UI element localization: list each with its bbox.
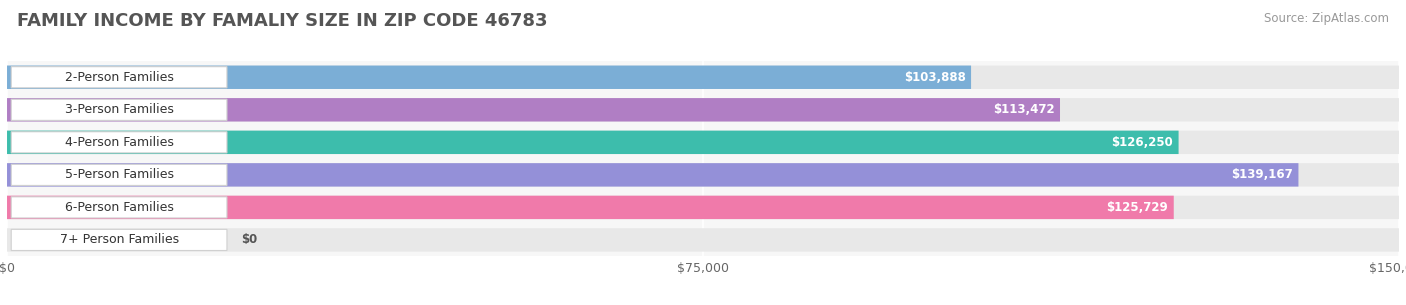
Text: 7+ Person Families: 7+ Person Families bbox=[59, 233, 179, 246]
FancyBboxPatch shape bbox=[7, 196, 1174, 219]
FancyBboxPatch shape bbox=[7, 228, 1399, 252]
Text: 5-Person Families: 5-Person Families bbox=[65, 168, 173, 181]
Text: 3-Person Families: 3-Person Families bbox=[65, 103, 173, 116]
Text: 6-Person Families: 6-Person Families bbox=[65, 201, 173, 214]
FancyBboxPatch shape bbox=[7, 131, 1178, 154]
FancyBboxPatch shape bbox=[7, 66, 972, 89]
FancyBboxPatch shape bbox=[7, 66, 1399, 89]
FancyBboxPatch shape bbox=[11, 197, 226, 218]
FancyBboxPatch shape bbox=[7, 131, 1399, 154]
Text: $126,250: $126,250 bbox=[1111, 136, 1173, 149]
Text: 2-Person Families: 2-Person Families bbox=[65, 71, 173, 84]
Text: $139,167: $139,167 bbox=[1232, 168, 1294, 181]
FancyBboxPatch shape bbox=[7, 98, 1399, 121]
FancyBboxPatch shape bbox=[11, 229, 226, 250]
FancyBboxPatch shape bbox=[7, 98, 1060, 121]
FancyBboxPatch shape bbox=[7, 196, 1399, 219]
Text: $103,888: $103,888 bbox=[904, 71, 966, 84]
FancyBboxPatch shape bbox=[11, 164, 226, 185]
Text: 4-Person Families: 4-Person Families bbox=[65, 136, 173, 149]
FancyBboxPatch shape bbox=[7, 163, 1399, 187]
Text: Source: ZipAtlas.com: Source: ZipAtlas.com bbox=[1264, 12, 1389, 25]
Text: $125,729: $125,729 bbox=[1107, 201, 1168, 214]
FancyBboxPatch shape bbox=[11, 99, 226, 120]
Text: FAMILY INCOME BY FAMALIY SIZE IN ZIP CODE 46783: FAMILY INCOME BY FAMALIY SIZE IN ZIP COD… bbox=[17, 12, 547, 30]
Text: $0: $0 bbox=[240, 233, 257, 246]
FancyBboxPatch shape bbox=[11, 67, 226, 88]
FancyBboxPatch shape bbox=[11, 132, 226, 153]
FancyBboxPatch shape bbox=[7, 163, 1299, 187]
Text: $113,472: $113,472 bbox=[993, 103, 1054, 116]
